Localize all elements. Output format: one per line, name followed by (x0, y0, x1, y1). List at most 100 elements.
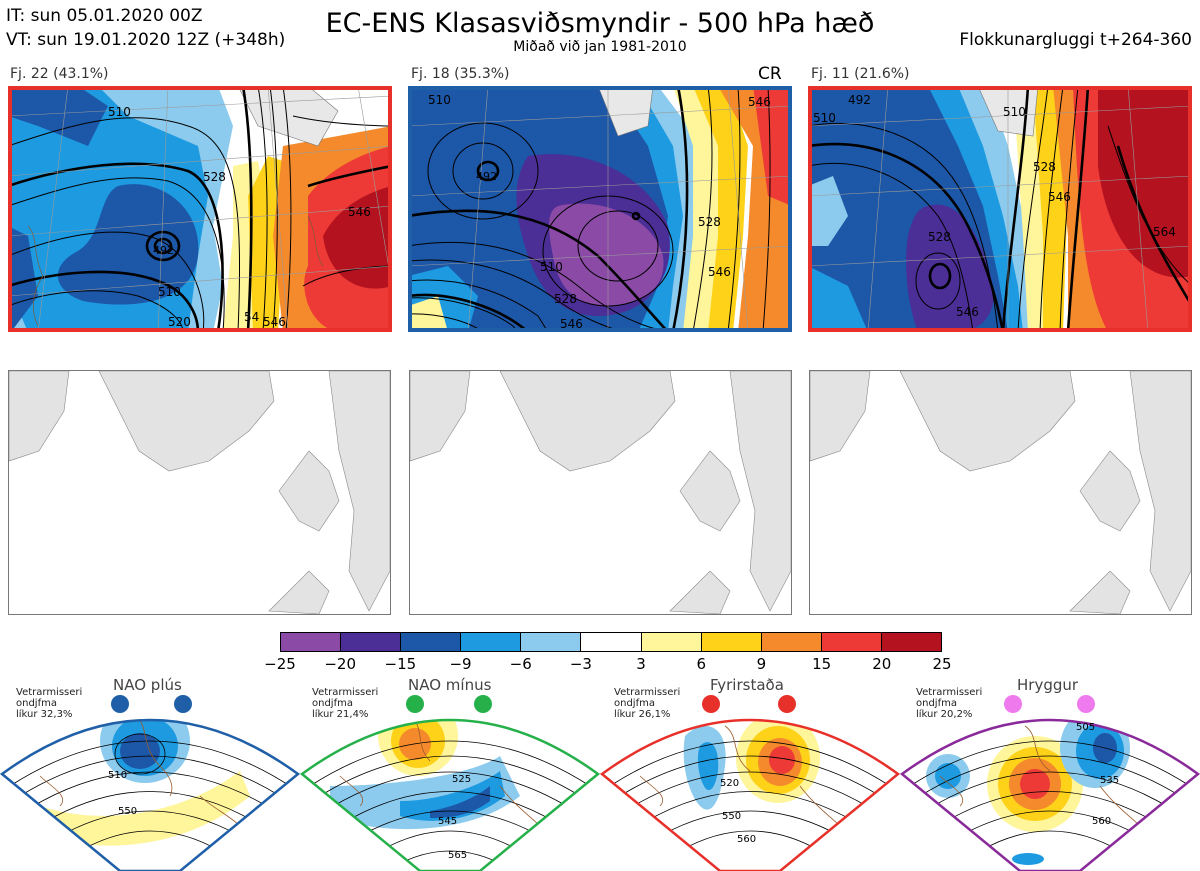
colorbar-segment (461, 633, 522, 651)
colorbar-segment (521, 633, 582, 651)
empty-map-1 (8, 370, 391, 615)
regime-dot (1077, 695, 1095, 713)
cluster-1-contour-label: 510 (158, 285, 181, 299)
regime-title: NAO mínus (408, 676, 492, 694)
regime-text-line: ondjfma (312, 698, 353, 709)
regime-title: Hryggur (1017, 676, 1079, 694)
regime-text-line: ondjfma (16, 698, 57, 709)
regime-contour-label: 520 (720, 778, 739, 789)
colorbar-tick-label: −25 (264, 655, 296, 673)
colorbar-tick-label: 6 (696, 655, 707, 673)
cluster-3-contour-label: 510 (1003, 105, 1026, 119)
regime-dot (111, 695, 129, 713)
regime-text-line: líkur 21,4% (312, 709, 369, 720)
regime-text-line: líkur 20,2% (916, 709, 973, 720)
regime-blocking: Fyrirstaða Vetrarmisseri ondjfma líkur 2… (600, 676, 900, 871)
regime-contour-label: 560 (1092, 816, 1111, 827)
cluster-3-contour-label: 546 (1048, 190, 1071, 204)
cluster-2-contour-label: 546 (708, 265, 731, 279)
regime-dot (702, 695, 720, 713)
regime-text-line: Vetrarmisseri (916, 687, 983, 698)
cluster-1-contour-label: 54 (244, 310, 259, 324)
valid-time: VT: sun 19.01.2020 12Z (+348h) (6, 30, 286, 50)
regime-text-line: líkur 26,1% (614, 709, 671, 720)
regime-contour-label: 525 (452, 774, 471, 785)
colorbar-segment (761, 633, 822, 651)
regime-text-line: ondjfma (916, 698, 957, 709)
colorbar (280, 632, 942, 652)
colorbar-segment (881, 633, 942, 651)
regime-nao-minus: NAO mínus Vetrarmisseri ondjfma líkur 21… (300, 676, 600, 871)
colorbar-segment (341, 633, 402, 651)
cluster-3-contour-label: 546 (956, 305, 979, 319)
regime-text-line: líkur 32,3% (16, 709, 73, 720)
cluster-3-contour-label: 564 (1153, 225, 1176, 239)
cluster-1-map: 510 492 510 520 528 546 54 546 (8, 86, 392, 332)
cluster-2-map: 510 492 510 528 546 528 546 546 (408, 86, 792, 332)
init-time: IT: sun 05.01.2020 00Z (6, 6, 203, 26)
colorbar-tick-label: −6 (509, 655, 532, 673)
cluster-2-contour-label: 510 (540, 260, 563, 274)
regime-dot (778, 695, 796, 713)
empty-map-3 (809, 370, 1192, 615)
colorbar-tick-label: −15 (384, 655, 417, 673)
regime-text-line: Vetrarmisseri (614, 687, 681, 698)
regime-contour-label: 505 (1076, 722, 1095, 733)
regime-contour-label: 560 (737, 834, 756, 845)
regime-dot (1004, 695, 1022, 713)
colorbar-tick-label: 20 (872, 655, 892, 673)
cluster-2-tag: CR (758, 64, 782, 84)
cluster-1-contour-label: 528 (203, 170, 226, 184)
regime-text-line: Vetrarmisseri (16, 687, 83, 698)
cluster-1-contour-label: 546 (348, 205, 371, 219)
cluster-3-map: 492 510 528 546 546 510 528 564 (808, 86, 1192, 332)
cluster-3-contour-label: 528 (1033, 160, 1056, 174)
cluster-2-contour-label: 492 (476, 170, 497, 183)
colorbar-segment (281, 633, 342, 651)
regime-contour-label: 545 (438, 816, 457, 827)
page-title: EC-ENS Klasasviðsmyndir - 500 hPa hæð (325, 8, 875, 39)
cluster-3-frame (808, 86, 1192, 332)
colorbar-tick-label: −3 (569, 655, 592, 673)
colorbar-segment (641, 633, 702, 651)
regime-text-line: ondjfma (614, 698, 655, 709)
cluster-3-contour-label: 492 (848, 93, 871, 107)
regime-title: Fyrirstaða (710, 676, 784, 694)
regime-contour-label: 565 (448, 850, 467, 861)
cluster-1-label: Fj. 22 (43.1%) (10, 66, 109, 82)
cluster-3-contour-label: 528 (928, 230, 951, 244)
cluster-1-contour-label: 492 (153, 244, 174, 257)
regime-title: NAO plús (113, 676, 182, 694)
cluster-3-contour-label: 510 (813, 111, 836, 125)
empty-map-2 (409, 370, 792, 615)
regime-contour-label: 550 (118, 806, 137, 817)
colorbar-tick-label: −20 (324, 655, 356, 673)
cluster-2-frame (408, 86, 792, 332)
colorbar-segment (701, 633, 762, 651)
cluster-2-contour-label: 510 (428, 93, 451, 107)
regime-dot (174, 695, 192, 713)
cluster-2-contour-label: 546 (748, 95, 771, 109)
regime-ridge: Hryggur Vetrarmisseri ondjfma líkur 20,2… (900, 676, 1200, 871)
regime-contour-label: 510 (108, 770, 127, 781)
regime-contour-label: 535 (1100, 775, 1119, 786)
cluster-1-contour-label: 510 (108, 105, 131, 119)
colorbar-segment (401, 633, 462, 651)
colorbar-tick-label: 25 (932, 655, 952, 673)
cluster-3-label: Fj. 11 (21.6%) (811, 66, 910, 82)
colorbar-tick-label: 9 (756, 655, 767, 673)
cluster-1-contour-label: 546 (263, 315, 286, 329)
colorbar-tick-label: 15 (812, 655, 832, 673)
colorbar-tick-label: 3 (636, 655, 646, 673)
cluster-2-label: Fj. 18 (35.3%) (411, 66, 510, 82)
page-subtitle: Miðað við jan 1981-2010 (513, 39, 687, 55)
cluster-1-contour-label: 520 (168, 315, 191, 329)
colorbar-segment (581, 633, 642, 651)
regime-nao-plus: NAO plús Vetrarmisseri ondjfma líkur 32,… (0, 676, 300, 871)
colorbar-tick-label: −9 (449, 655, 472, 673)
cluster-2-contour-label: 546 (560, 317, 583, 331)
cluster-1-frame (8, 86, 392, 332)
regime-text-line: Vetrarmisseri (312, 687, 379, 698)
cluster-2-contour-label: 528 (554, 292, 577, 306)
cluster-2-contour-label: 528 (698, 215, 721, 229)
